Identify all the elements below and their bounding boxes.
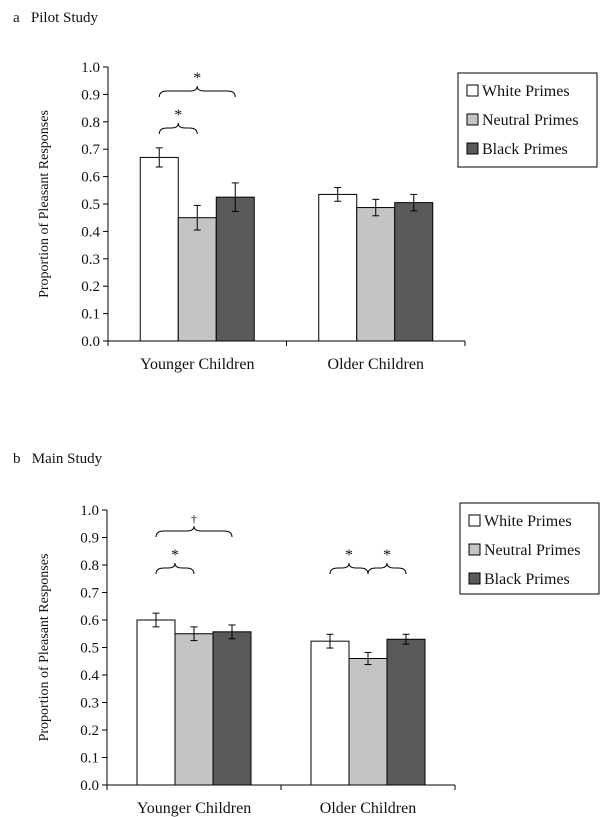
significance-brace	[158, 85, 236, 98]
bar	[348, 658, 388, 786]
bar	[310, 640, 350, 786]
significance-brace	[155, 562, 195, 575]
panel-title: Main Study	[31, 451, 103, 467]
bar	[136, 619, 176, 786]
significance-marker: *	[174, 107, 182, 124]
significance-marker: *	[383, 547, 391, 564]
y-tick-label: 0.9	[80, 531, 99, 547]
y-tick-label: 0.4	[81, 224, 100, 240]
bar	[356, 207, 396, 342]
y-tick-label: 0.3	[80, 696, 99, 712]
significance-brace	[329, 562, 369, 575]
x-tick-label: Older Children	[328, 356, 424, 373]
panel-pilot-study: a Pilot Study 0.0 0.1 0.2 0.3 0.4 0.5 0.6 0.7 0.…	[0, 0, 601, 400]
panel-a-heading: a Pilot Study	[13, 10, 98, 27]
panel-main-study: b Main Study 0.0 0.1 0.2 0.3 0.4 0.5 0.6 0.7 0.8…	[0, 400, 601, 817]
y-tick-label: 0.5	[80, 641, 99, 657]
legend-label: Black Primes	[484, 571, 570, 588]
y-tick-label: 0.1	[81, 307, 100, 323]
bar	[139, 156, 179, 342]
bar	[174, 633, 214, 786]
x-tick-label: Younger Children	[137, 800, 251, 817]
legend-swatch	[468, 514, 481, 527]
significance-marker: *	[193, 70, 201, 87]
y-tick-label: 1.0	[81, 60, 100, 76]
y-tick-label: 0.9	[81, 87, 100, 103]
legend-swatch	[466, 113, 479, 126]
legend-box	[459, 502, 600, 595]
y-tick-label: 0.7	[80, 586, 99, 602]
x-tick-label: Older Children	[320, 800, 416, 817]
bar	[177, 217, 217, 342]
bar	[318, 193, 358, 342]
panel-title: Pilot Study	[30, 10, 99, 26]
legend-swatch	[468, 572, 481, 585]
panel-b-heading: b Main Study	[13, 451, 102, 468]
bar	[215, 196, 255, 342]
panel-label: a	[13, 10, 20, 26]
bar	[212, 631, 252, 786]
y-tick-label: 0.3	[81, 252, 100, 268]
bar-chart-pilot-study: 0.0 0.1 0.2 0.3 0.4 0.5 0.6 0.7 0.8 0.9 1.0 Proport…	[37, 60, 598, 373]
y-tick-label: 0.7	[81, 142, 100, 158]
legend-swatch	[466, 142, 479, 155]
y-tick-label: 0.8	[80, 558, 99, 574]
significance-brace	[367, 562, 407, 575]
legend-label: Black Primes	[482, 141, 568, 158]
significance-marker: *	[345, 547, 353, 564]
panel-label: b	[13, 451, 21, 467]
y-axis-title: Proportion of Pleasant Responses	[37, 110, 52, 298]
x-tick-label: Younger Children	[140, 356, 254, 373]
legend-label: White Primes	[484, 513, 572, 530]
significance-brace	[155, 525, 233, 538]
y-tick-label: 0.2	[80, 723, 99, 739]
bar	[386, 638, 426, 786]
y-tick-label: 1.0	[80, 503, 99, 519]
significance-marker: *	[171, 547, 179, 564]
y-tick-label: 0.5	[81, 197, 100, 213]
y-tick-label: 0.1	[80, 751, 99, 767]
y-tick-label: 0.0	[81, 334, 100, 350]
y-tick-label: 0.6	[80, 613, 99, 629]
legend-label: White Primes	[482, 83, 570, 100]
significance-marker: †	[191, 512, 197, 526]
legend-swatch	[466, 84, 479, 97]
y-tick-label: 0.4	[80, 668, 99, 684]
y-tick-label: 0.6	[81, 170, 100, 186]
legend-label: Neutral Primes	[484, 542, 580, 559]
y-tick-label: 0.8	[81, 115, 100, 131]
legend-swatch	[468, 543, 481, 556]
legend-label: Neutral Primes	[482, 112, 578, 129]
legend-box	[457, 72, 598, 168]
bar-chart-main-study: 0.0 0.1 0.2 0.3 0.4 0.5 0.6 0.7 0.8 0.9 1.0 Proport…	[37, 502, 600, 817]
y-tick-label: 0.0	[80, 778, 99, 794]
y-axis-title: Proportion of Pleasant Responses	[37, 554, 52, 742]
bar	[394, 202, 434, 342]
y-tick-label: 0.2	[81, 279, 100, 295]
significance-brace	[158, 122, 198, 135]
